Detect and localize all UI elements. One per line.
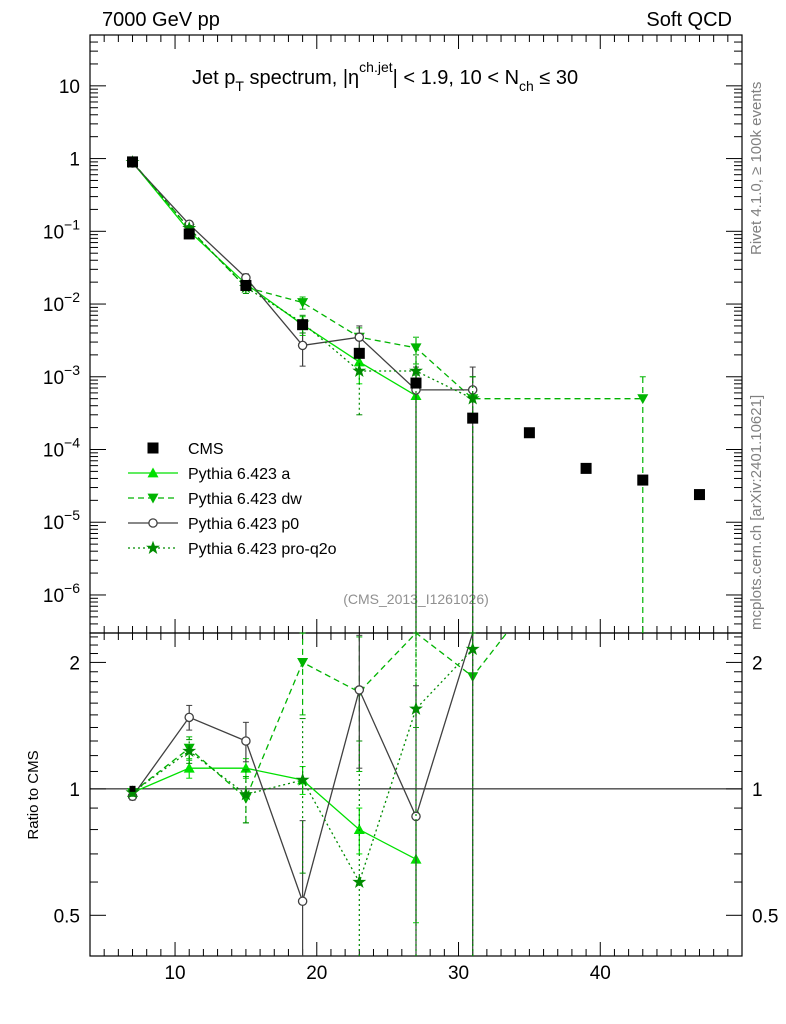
chart-title: Jet pT spectrum, |ηch.jet| < 1.9, 10 < N… [192,59,578,94]
data-point [523,427,535,439]
legend-label: Pythia 6.423 pro-q2o [188,541,337,558]
series-point-main [354,332,365,342]
legend-label: Pythia 6.423 a [188,466,290,483]
x-tick-label: 40 [590,963,611,984]
series-point-ratio [297,658,309,668]
series-point-ratio [465,642,480,656]
series-point-ratio [352,874,367,888]
data-point-ratio [129,785,136,792]
series-point-ratio [125,785,140,799]
y-tick-label-ratio: 0.5 [54,906,80,927]
data-point [410,377,422,389]
data-point [240,279,252,291]
y-tick-label-main: 10−3 [43,362,80,389]
y-tick-label-main: 10−6 [43,580,80,607]
series-point-ratio [183,762,195,773]
series-point-main [297,340,308,351]
series-point-main [637,394,649,405]
series-0 [127,156,422,924]
x-tick-label: 10 [164,963,185,984]
legend-marker [148,518,158,528]
series-line-ratio [132,632,508,800]
y-tick-label-ratio-right: 2 [752,653,763,674]
legend-marker [147,493,159,504]
y-tick-label-main: 1 [69,150,80,171]
data-point [297,319,309,331]
series-line-main [131,161,417,397]
series-point-ratio [184,712,194,723]
data-point [183,228,195,240]
y-tick-label-main: 10−4 [43,435,80,462]
y-tick-label-main: 10−2 [43,289,80,316]
series-point-ratio [238,787,253,801]
y-tick-label-ratio: 1 [69,780,80,801]
y-tick-label-ratio: 2 [69,653,80,674]
mcplots-label: mcplots.cern.ch [arXiv:2401.10621] [748,395,765,630]
series-point-main [410,343,422,354]
data-point [580,462,592,474]
legend-label: CMS [188,441,224,458]
legend-marker [147,442,159,454]
rivet-version-label: Rivet 4.1.0, ≥ 100k events [748,82,765,255]
x-tick-label: 30 [448,963,469,984]
series-point-ratio [409,701,423,715]
legend-marker [147,467,159,478]
data-point [637,474,649,486]
data-point [467,412,479,424]
data-point [127,156,139,168]
series-point-ratio [354,685,365,695]
series-point-main [352,363,367,377]
y-tick-label-ratio-right: 0.5 [752,906,778,927]
legend-label: Pythia 6.423 p0 [188,516,299,533]
series-point-ratio [297,896,308,907]
y-tick-label-ratio-right: 1 [752,780,763,801]
header-left-label: 7000 GeV pp [102,9,220,31]
series-point-ratio [182,743,197,758]
series-3 [125,154,480,956]
series-point-main [465,391,480,405]
data-series [127,156,705,792]
y-tick-label-main: 10−5 [43,507,80,534]
x-tick-label: 20 [306,963,327,984]
series-point-main [409,363,423,377]
series-point-ratio [241,736,251,746]
series-point-main [297,298,309,308]
legend: CMS Pythia 6.423 a Pythia 6.423 dw Pythia 6… [128,441,337,558]
series-point-ratio [295,772,310,786]
series-point-main [353,356,365,367]
y-tick-label-main: 10−1 [43,216,80,243]
data-point [353,347,365,359]
legend-marker [146,540,160,554]
series-line-ratio [132,767,417,860]
ratio-axis-label: Ratio to CMS [25,750,42,839]
data-point [693,489,705,501]
y-tick-label-main: 10 [59,77,80,98]
legend-label: Pythia 6.423 dw [188,491,302,508]
header-right-label: Soft QCD [646,9,732,31]
